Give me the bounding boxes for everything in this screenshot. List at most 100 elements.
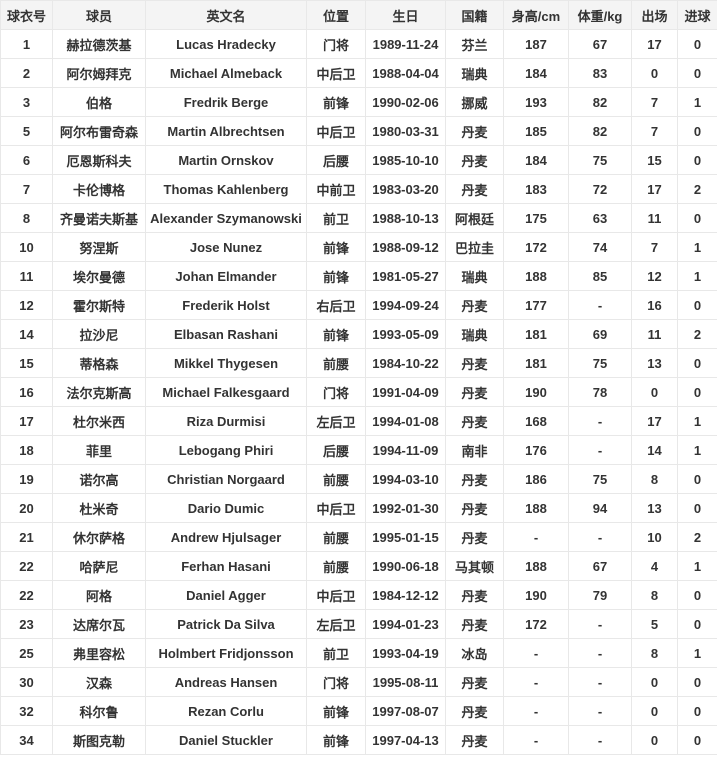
cell-position: 中后卫 xyxy=(306,58,366,88)
cell-weight: 69 xyxy=(568,319,632,349)
cell-nationality: 丹麦 xyxy=(445,522,504,552)
cell-goals: 1 xyxy=(677,232,717,262)
cell-name_cn: 阿格 xyxy=(52,580,146,610)
cell-height: 172 xyxy=(503,232,569,262)
cell-birthday: 1984-12-12 xyxy=(365,580,446,610)
cell-name_cn: 杜尔米西 xyxy=(52,406,146,436)
cell-number: 8 xyxy=(0,203,53,233)
cell-goals: 0 xyxy=(677,493,717,523)
cell-goals: 0 xyxy=(677,725,717,755)
table-row: 21 休尔萨格 Andrew Hjulsager 前腰 1995-01-15 丹麦 - -10… xyxy=(0,522,717,552)
cell-height: 177 xyxy=(503,290,569,320)
cell-goals: 0 xyxy=(677,145,717,175)
cell-goals: 0 xyxy=(677,290,717,320)
cell-goals: 2 xyxy=(677,319,717,349)
cell-name_en: Lucas Hradecky xyxy=(145,29,307,59)
cell-birthday: 1993-05-09 xyxy=(365,319,446,349)
cell-appearances: 13 xyxy=(631,493,678,523)
cell-height: 176 xyxy=(503,435,569,465)
cell-birthday: 1993-04-19 xyxy=(365,638,446,668)
cell-birthday: 1989-11-24 xyxy=(365,29,446,59)
cell-goals: 0 xyxy=(677,580,717,610)
cell-height: 188 xyxy=(503,493,569,523)
cell-birthday: 1990-06-18 xyxy=(365,551,446,581)
cell-position: 前腰 xyxy=(306,464,366,494)
cell-birthday: 1985-10-10 xyxy=(365,145,446,175)
cell-goals: 0 xyxy=(677,377,717,407)
cell-appearances: 14 xyxy=(631,435,678,465)
table-row: 34 斯图克勒 Daniel Stuckler 前锋 1997-04-13 丹麦 - -0 0 xyxy=(0,725,717,755)
cell-nationality: 丹麦 xyxy=(445,667,504,697)
cell-height: 175 xyxy=(503,203,569,233)
cell-goals: 0 xyxy=(677,29,717,59)
cell-weight: 82 xyxy=(568,87,632,117)
cell-position: 后腰 xyxy=(306,435,366,465)
cell-height: - xyxy=(503,638,569,668)
table-row: 19 诺尔高 Christian Norgaard 前腰 1994-03-10 丹麦 186… xyxy=(0,464,717,494)
cell-nationality: 马其顿 xyxy=(445,551,504,581)
column-header-weight: 体重/kg xyxy=(568,0,632,30)
cell-position: 前锋 xyxy=(306,319,366,349)
cell-number: 15 xyxy=(0,348,53,378)
cell-name_en: Holmbert Fridjonsson xyxy=(145,638,307,668)
cell-height: 168 xyxy=(503,406,569,436)
cell-height: 190 xyxy=(503,580,569,610)
cell-name_en: Lebogang Phiri xyxy=(145,435,307,465)
cell-position: 前腰 xyxy=(306,522,366,552)
cell-nationality: 丹麦 xyxy=(445,116,504,146)
cell-name_en: Jose Nunez xyxy=(145,232,307,262)
cell-goals: 1 xyxy=(677,435,717,465)
cell-nationality: 丹麦 xyxy=(445,493,504,523)
cell-name_en: Mikkel Thygesen xyxy=(145,348,307,378)
table-row: 17 杜尔米西 Riza Durmisi 左后卫 1994-01-08 丹麦 168-17 1 xyxy=(0,406,717,436)
cell-appearances: 0 xyxy=(631,667,678,697)
cell-birthday: 1995-01-15 xyxy=(365,522,446,552)
cell-number: 11 xyxy=(0,261,53,291)
cell-number: 12 xyxy=(0,290,53,320)
cell-weight: 75 xyxy=(568,145,632,175)
cell-goals: 1 xyxy=(677,638,717,668)
cell-appearances: 11 xyxy=(631,203,678,233)
cell-appearances: 17 xyxy=(631,174,678,204)
cell-name_en: Riza Durmisi xyxy=(145,406,307,436)
cell-nationality: 瑞典 xyxy=(445,319,504,349)
cell-position: 中后卫 xyxy=(306,493,366,523)
cell-goals: 0 xyxy=(677,116,717,146)
cell-number: 16 xyxy=(0,377,53,407)
cell-number: 18 xyxy=(0,435,53,465)
table-row: 22 阿格 Daniel Agger 中后卫 1984-12-12 丹麦 190 79 8 0 xyxy=(0,580,717,610)
cell-name_en: Andreas Hansen xyxy=(145,667,307,697)
cell-position: 右后卫 xyxy=(306,290,366,320)
cell-appearances: 11 xyxy=(631,319,678,349)
cell-nationality: 丹麦 xyxy=(445,290,504,320)
cell-position: 前锋 xyxy=(306,725,366,755)
cell-birthday: 1988-10-13 xyxy=(365,203,446,233)
cell-name_cn: 杜米奇 xyxy=(52,493,146,523)
cell-birthday: 1994-03-10 xyxy=(365,464,446,494)
cell-position: 前锋 xyxy=(306,87,366,117)
cell-number: 21 xyxy=(0,522,53,552)
cell-name_cn: 埃尔曼德 xyxy=(52,261,146,291)
cell-weight: 83 xyxy=(568,58,632,88)
cell-position: 前卫 xyxy=(306,638,366,668)
cell-appearances: 7 xyxy=(631,87,678,117)
cell-position: 中后卫 xyxy=(306,580,366,610)
cell-weight: 82 xyxy=(568,116,632,146)
cell-name_cn: 法尔克斯高 xyxy=(52,377,146,407)
cell-number: 10 xyxy=(0,232,53,262)
cell-name_cn: 齐曼诺夫斯基 xyxy=(52,203,146,233)
cell-weight: 78 xyxy=(568,377,632,407)
cell-appearances: 7 xyxy=(631,116,678,146)
table-row: 20 杜米奇 Dario Dumic 中后卫 1992-01-30 丹麦 188 94 13 0 xyxy=(0,493,717,523)
cell-name_cn: 努涅斯 xyxy=(52,232,146,262)
cell-appearances: 8 xyxy=(631,638,678,668)
cell-number: 19 xyxy=(0,464,53,494)
cell-number: 6 xyxy=(0,145,53,175)
column-header-appearances: 出场 xyxy=(631,0,678,30)
cell-name_cn: 菲里 xyxy=(52,435,146,465)
table-row: 18 菲里 Lebogang Phiri 后腰 1994-11-09 南非 176-14 1 xyxy=(0,435,717,465)
cell-name_cn: 卡伦博格 xyxy=(52,174,146,204)
cell-position: 前锋 xyxy=(306,232,366,262)
cell-weight: 75 xyxy=(568,348,632,378)
cell-height: - xyxy=(503,696,569,726)
